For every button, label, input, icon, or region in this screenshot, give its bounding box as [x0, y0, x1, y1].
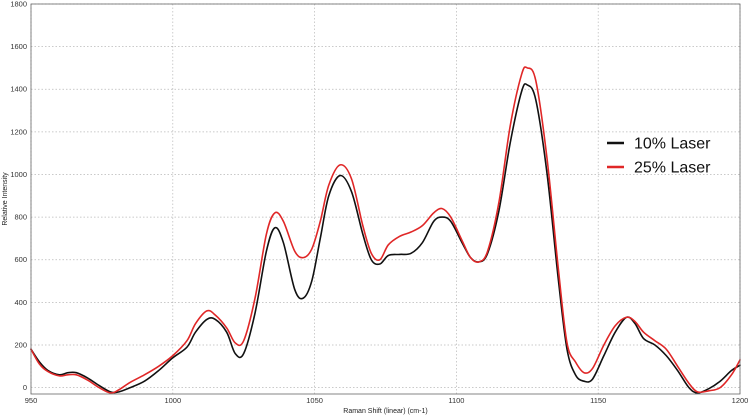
- series-lines: [30, 66, 741, 394]
- x-axis-tick-labels: 950 1000 1050 1100 1150 1200: [25, 396, 749, 405]
- x-tick-label: 1050: [306, 396, 323, 405]
- x-axis-title: Raman Shift (linear) (cm-1): [343, 408, 427, 415]
- y-tick-label: 200: [14, 340, 27, 349]
- y-tick-label: 1800: [10, 0, 27, 9]
- legend: 10% Laser 25% Laser: [607, 136, 711, 177]
- y-tick-label: 600: [14, 255, 27, 264]
- y-tick-label: 1400: [10, 85, 27, 94]
- x-tick-label: 950: [25, 396, 38, 405]
- y-tick-label: 1200: [10, 127, 27, 136]
- y-tick-label: 1000: [10, 170, 27, 179]
- x-tick-label: 1200: [732, 396, 749, 405]
- y-tick-label: 400: [14, 298, 27, 307]
- y-tick-label: 1600: [10, 42, 27, 51]
- x-tick-label: 1100: [448, 396, 464, 405]
- y-tick-label: 0: [23, 383, 27, 392]
- series-line-25-percent-laser: [30, 66, 741, 394]
- y-tick-label: 800: [14, 213, 27, 222]
- y-axis-tick-labels: 0 200 400 600 800 1000 1200 1400 1600 1800: [10, 0, 27, 392]
- x-tick-label: 1150: [590, 396, 606, 405]
- legend-label-10-percent-laser: 10% Laser: [634, 136, 711, 153]
- y-axis-title: Relative Intensity: [2, 172, 9, 226]
- series-line-10-percent-laser: [30, 83, 741, 394]
- legend-label-25-percent-laser: 25% Laser: [634, 160, 711, 177]
- x-tick-label: 1000: [164, 396, 181, 405]
- plot-frame: [30, 3, 741, 395]
